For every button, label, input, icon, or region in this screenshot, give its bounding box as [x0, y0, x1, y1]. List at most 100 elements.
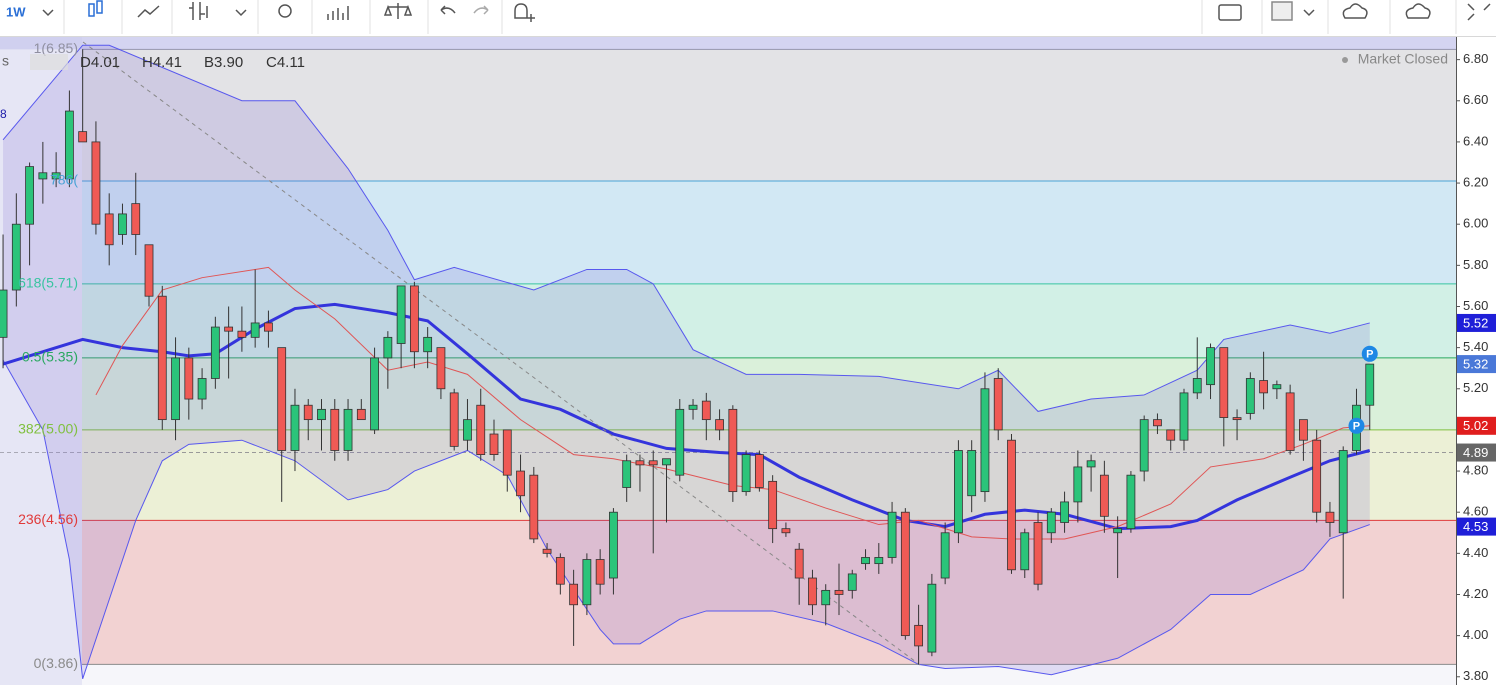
candle-body [900, 511, 910, 637]
moving-average [2, 302, 1371, 531]
candle-body [847, 573, 857, 591]
marker-label: P [1366, 349, 1373, 361]
interval-dropdown[interactable] [42, 9, 54, 17]
candle-body [157, 295, 167, 421]
y-tick-label: 3.80 [1463, 668, 1488, 683]
fib-zone [82, 181, 1456, 284]
y-tick-label: 4.20 [1463, 586, 1488, 601]
y-tick-label: 6.80 [1463, 51, 1488, 66]
candle-body [954, 450, 963, 534]
candle-body [1073, 466, 1083, 503]
candle-body [78, 131, 88, 143]
candle-body [118, 213, 127, 235]
candle-body [980, 388, 990, 493]
price-tag [1457, 313, 1496, 332]
candle-body [794, 548, 804, 579]
candle-body [449, 392, 459, 447]
candle-body [516, 470, 525, 497]
candle-body [781, 528, 791, 534]
toolbar [0, 0, 1496, 37]
fib-label: 0.5(5.35) [22, 349, 78, 365]
candle-body [171, 357, 180, 421]
y-tick-label: 6.40 [1463, 133, 1488, 148]
y-tick-label: 4.00 [1463, 627, 1488, 642]
candle-body [542, 548, 552, 554]
candle-body [184, 357, 194, 400]
candle-body [1113, 528, 1123, 534]
legend-fragment: s [2, 53, 9, 69]
candle-body [210, 326, 220, 379]
candle-body [370, 357, 379, 431]
toolbar-separators [63, 0, 1457, 34]
candle-body [197, 378, 207, 400]
candle-body [1206, 347, 1215, 386]
fib-zone [82, 49, 1456, 181]
save-icon[interactable] [1405, 3, 1431, 19]
candle-body [11, 223, 21, 291]
interval-button[interactable]: 1W [6, 4, 26, 19]
candle-body [741, 454, 751, 493]
value-fragment: 8 [0, 107, 7, 121]
candle-body [555, 557, 565, 585]
candle-body [1099, 474, 1109, 517]
candle-body [701, 400, 711, 421]
marker [1348, 417, 1365, 434]
candle-body [1166, 429, 1176, 441]
price-tag [1457, 355, 1496, 374]
settings-icon[interactable] [278, 4, 292, 18]
ohlc-close: C4.11 [266, 54, 305, 71]
candle-body [688, 404, 698, 410]
candle-body [993, 378, 1003, 431]
y-tick-label: 5.20 [1463, 380, 1488, 395]
candle-body [821, 589, 831, 606]
band-line [2, 359, 1370, 679]
candle-body [1325, 511, 1335, 523]
candle-body [768, 480, 778, 530]
candle-body [317, 408, 326, 421]
candle-body [609, 511, 618, 579]
y-tick-label: 4.60 [1463, 504, 1488, 519]
compare-icon[interactable] [383, 3, 413, 19]
y-tick-label: 5.60 [1463, 298, 1488, 313]
price-tag-label: 4.53 [1463, 519, 1488, 534]
candle-body [383, 336, 393, 359]
candle-body [0, 289, 8, 338]
labels: 1(6.85) 786(618(5.71) 0.5(5.35) 382(5.00) 23… [18, 40, 78, 671]
candle-body [622, 460, 632, 488]
market-status: Market Closed [1358, 51, 1448, 67]
y-tick-label: 4.40 [1463, 545, 1488, 560]
candle-body [715, 419, 724, 431]
y-tick-label: 6.20 [1463, 174, 1488, 189]
candle-body [144, 244, 154, 297]
undo-icon[interactable] [440, 5, 456, 15]
candle-body [476, 404, 486, 456]
layout-icon[interactable] [1271, 1, 1293, 21]
price-tag [1457, 443, 1496, 462]
candle-body [463, 419, 472, 441]
studies-icon[interactable] [327, 6, 349, 20]
line-icon[interactable] [137, 5, 160, 18]
fib-zone [82, 283, 1456, 358]
price-tag-label: 4.89 [1463, 445, 1488, 460]
layout-dropdown[interactable] [1303, 9, 1315, 17]
candle-body [303, 404, 313, 421]
price-axis-ticks: 3.804.004.204.404.604.805.005.205.405.60… [1456, 51, 1496, 683]
trend-line [82, 41, 921, 666]
dropdown[interactable] [235, 9, 247, 17]
load-icon[interactable] [1342, 3, 1368, 19]
legend-buttons[interactable] [30, 54, 68, 70]
snapshot-icon[interactable] [1218, 4, 1242, 21]
candle-body [834, 589, 844, 595]
candles-icon[interactable] [88, 0, 103, 17]
indicators-icon[interactable] [189, 2, 208, 20]
price-tag [1457, 517, 1496, 536]
candle-body [887, 511, 897, 558]
candle-body [1153, 419, 1162, 427]
alert-icon[interactable] [514, 3, 535, 22]
fullscreen-icon[interactable] [1467, 3, 1491, 21]
candle-body [808, 577, 817, 606]
price-tag-label: 5.32 [1463, 357, 1488, 372]
price-tag-label: 5.52 [1463, 315, 1488, 330]
candle-body [1192, 378, 1202, 394]
redo-icon[interactable] [473, 5, 489, 15]
